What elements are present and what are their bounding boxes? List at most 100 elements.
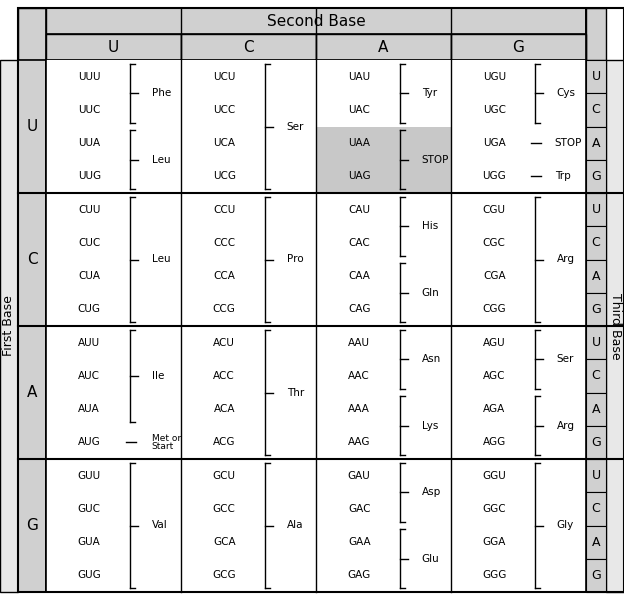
Bar — [316, 426, 451, 459]
Bar — [451, 193, 586, 326]
Bar — [316, 326, 451, 359]
Bar — [586, 559, 606, 592]
Bar — [316, 293, 451, 326]
Text: C: C — [592, 237, 600, 249]
Text: U: U — [592, 469, 600, 482]
Text: AAG: AAG — [348, 437, 371, 447]
Bar — [46, 193, 181, 326]
Text: Third Base: Third Base — [608, 293, 622, 359]
Text: Gln: Gln — [422, 288, 439, 298]
Text: CAU: CAU — [348, 205, 370, 214]
Text: Gly: Gly — [557, 521, 574, 531]
Bar — [181, 259, 316, 293]
Bar — [18, 60, 46, 193]
Bar — [451, 93, 586, 126]
Bar — [181, 226, 316, 259]
Bar — [181, 193, 316, 326]
Bar — [316, 392, 451, 426]
Bar — [46, 226, 181, 259]
Text: C: C — [27, 252, 37, 267]
Text: Glu: Glu — [422, 553, 439, 564]
Bar — [316, 60, 451, 93]
Text: STOP: STOP — [555, 138, 582, 148]
Bar — [451, 359, 586, 392]
Text: Leu: Leu — [152, 255, 170, 265]
Text: A: A — [592, 536, 600, 549]
Text: GCA: GCA — [213, 537, 235, 547]
Text: CGG: CGG — [482, 304, 506, 314]
Bar — [181, 392, 316, 426]
Text: UUU: UUU — [78, 72, 100, 81]
Text: UGU: UGU — [482, 72, 506, 81]
Text: GGU: GGU — [482, 471, 506, 480]
Text: G: G — [591, 436, 601, 449]
Bar — [606, 60, 624, 592]
Bar — [46, 60, 181, 93]
Text: GCU: GCU — [213, 471, 236, 480]
Text: GUC: GUC — [78, 504, 100, 514]
Text: Second Base: Second Base — [266, 14, 366, 29]
Text: GGG: GGG — [482, 570, 507, 580]
Text: CGA: CGA — [483, 271, 505, 281]
Text: Ala: Ala — [287, 521, 303, 531]
Bar — [586, 492, 606, 525]
Bar — [586, 160, 606, 193]
Text: Tyr: Tyr — [422, 88, 437, 98]
Text: CUC: CUC — [78, 238, 100, 248]
Bar — [586, 60, 606, 93]
Bar — [316, 559, 451, 592]
Text: AUG: AUG — [78, 437, 100, 447]
Text: CCA: CCA — [213, 271, 235, 281]
Text: ACA: ACA — [213, 404, 235, 414]
Text: UAU: UAU — [348, 72, 370, 81]
Text: UAC: UAC — [348, 105, 370, 115]
Text: GAG: GAG — [348, 570, 371, 580]
Bar — [451, 293, 586, 326]
Text: U: U — [592, 203, 600, 216]
Bar — [46, 359, 181, 392]
Bar — [46, 326, 181, 459]
Bar — [46, 259, 181, 293]
Bar — [316, 126, 451, 160]
Bar — [46, 459, 181, 492]
Text: A: A — [592, 137, 600, 150]
Bar — [451, 492, 586, 525]
Bar — [451, 326, 586, 359]
Text: Asn: Asn — [422, 354, 441, 364]
Bar — [316, 193, 451, 326]
Bar — [18, 8, 46, 60]
Text: UCA: UCA — [213, 138, 235, 148]
Bar — [586, 226, 606, 259]
Text: AGA: AGA — [483, 404, 505, 414]
Bar — [586, 392, 606, 426]
Bar — [181, 459, 316, 492]
Bar — [316, 34, 451, 60]
Bar — [451, 259, 586, 293]
Bar — [586, 359, 606, 392]
Bar — [181, 492, 316, 525]
Bar — [46, 93, 181, 126]
Bar — [451, 126, 586, 160]
Bar — [316, 226, 451, 259]
Text: Thr: Thr — [287, 388, 304, 398]
Text: His: His — [422, 221, 438, 231]
Bar — [316, 492, 451, 525]
Text: CCG: CCG — [213, 304, 236, 314]
Text: AGG: AGG — [482, 437, 506, 447]
Text: C: C — [592, 503, 600, 515]
Bar — [46, 525, 181, 559]
Text: UAA: UAA — [348, 138, 370, 148]
Bar — [316, 359, 451, 392]
Bar — [181, 326, 316, 359]
Text: C: C — [592, 104, 600, 116]
Text: Start: Start — [152, 443, 174, 452]
Text: First Base: First Base — [2, 295, 16, 356]
Bar — [451, 459, 586, 592]
Text: U: U — [108, 40, 119, 55]
Text: UUG: UUG — [77, 171, 100, 181]
Text: Pro: Pro — [287, 255, 303, 265]
Bar — [46, 392, 181, 426]
Text: Met or: Met or — [152, 434, 181, 443]
Text: GAA: GAA — [348, 537, 371, 547]
Bar — [181, 426, 316, 459]
